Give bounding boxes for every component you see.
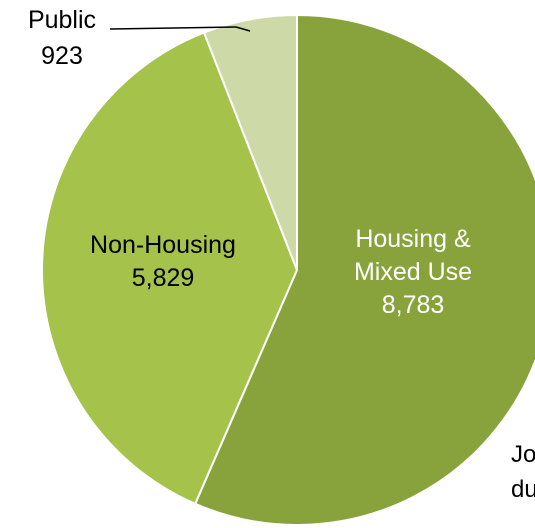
slice-label-housing-line-2: Mixed Use bbox=[354, 258, 472, 286]
slice-public bbox=[202, 13, 298, 271]
slice-non-housing bbox=[41, 31, 299, 506]
slice-value-public: 923 bbox=[41, 42, 83, 70]
slice-label-public: Public bbox=[28, 6, 96, 34]
pie-slices bbox=[41, 13, 535, 526]
public-leader-line bbox=[109, 26, 237, 30]
slice-value-non-housing: 5,829 bbox=[132, 264, 195, 292]
slice-label-non-housing: Non-Housing bbox=[90, 231, 236, 259]
slice-housing-mixed-use bbox=[193, 13, 535, 526]
partial-annotation-line-1: Jo bbox=[511, 441, 535, 468]
partial-annotation-line-2: du bbox=[511, 476, 535, 503]
public-leader-line-tail bbox=[235, 26, 251, 32]
slice-value-housing: 8,783 bbox=[382, 291, 445, 319]
slice-label-housing-line-1: Housing & bbox=[355, 225, 471, 253]
